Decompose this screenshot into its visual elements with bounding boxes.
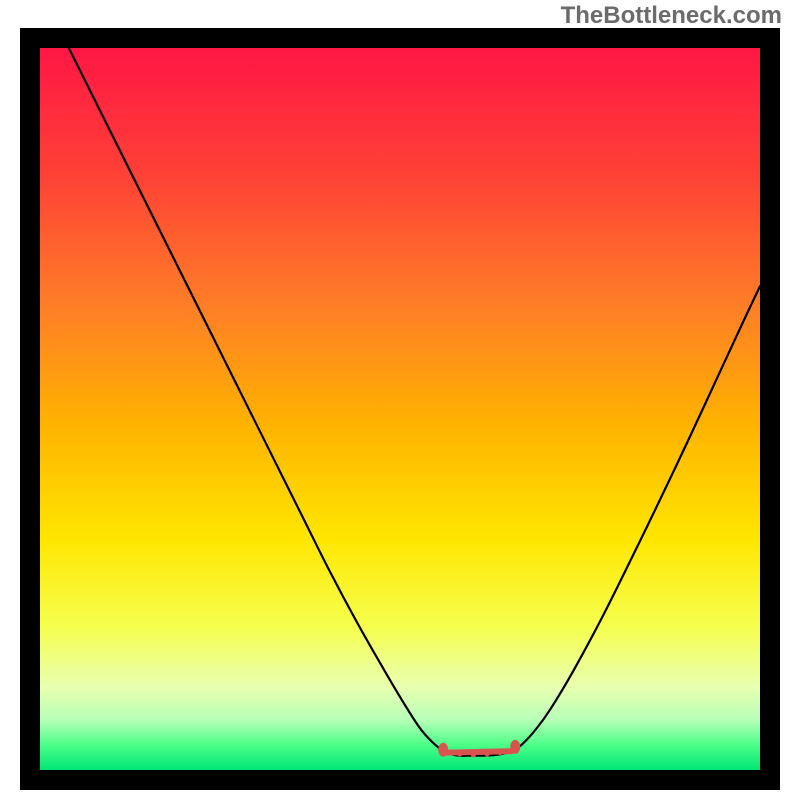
flat-zone-dot-0 bbox=[457, 752, 462, 757]
plot-area bbox=[40, 48, 760, 770]
flat-zone-dot-3 bbox=[498, 750, 503, 755]
flat-zone-cap-1 bbox=[510, 740, 520, 754]
chart-root: TheBottleneck.com bbox=[0, 0, 800, 800]
flat-zone-dot-2 bbox=[485, 752, 490, 757]
watermark-text: TheBottleneck.com bbox=[561, 2, 782, 30]
gradient-background bbox=[40, 48, 760, 770]
plot-svg bbox=[40, 48, 760, 770]
flat-zone-cap-0 bbox=[438, 743, 448, 757]
flat-zone-dot-1 bbox=[471, 752, 476, 757]
